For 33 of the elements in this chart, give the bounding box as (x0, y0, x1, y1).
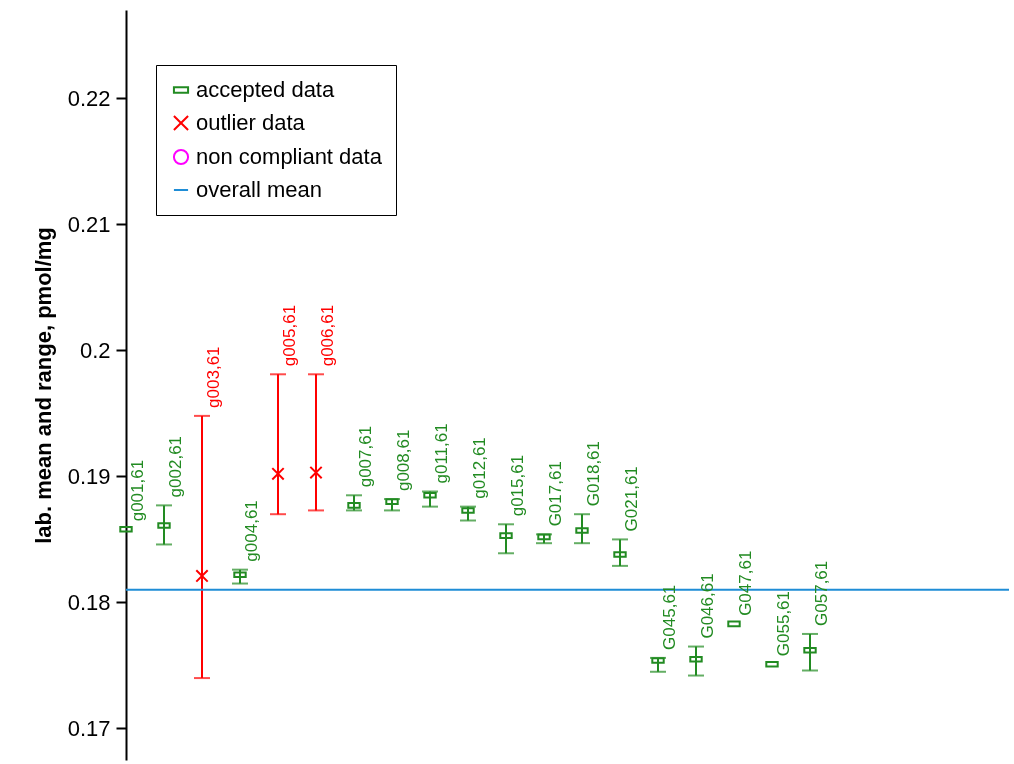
legend-label: non compliant data (196, 144, 383, 169)
point (271, 467, 285, 481)
y-tick-label: 0.21 (67, 211, 111, 237)
y-tick-label: 0.18 (67, 589, 111, 615)
x-tick-label: g006,61 (318, 304, 337, 367)
x-tick-label: G055,61 (774, 590, 793, 657)
legend-label: overall mean (196, 177, 322, 202)
x-tick-label: G045,61 (660, 584, 679, 650)
x-tick-label: g007,61 (356, 425, 375, 488)
x-tick-label: G017,61 (546, 461, 565, 527)
x-tick-label: G057,61 (812, 560, 831, 626)
x-tick-label: G047,61 (736, 550, 755, 616)
point (195, 569, 209, 583)
point (309, 465, 323, 480)
x-tick-label: G046,61 (698, 573, 717, 639)
x-tick-label: g011,61 (432, 423, 451, 484)
y-tick-label: 0.2 (79, 337, 111, 363)
y-tick-label: 0.19 (67, 463, 111, 489)
legend-label: outlier data (196, 110, 306, 135)
y-axis-title: lab. mean and range, pmol/mg (30, 227, 56, 544)
x-tick-label: g015,61 (508, 454, 527, 517)
x-tick-label: g004,61 (242, 500, 261, 562)
x-tick-label: g005,61 (280, 304, 299, 367)
x-tick-label: g001,61 (128, 459, 147, 522)
x-tick-label: g012,61 (470, 437, 489, 499)
x-tick-label: g003,61 (204, 346, 223, 408)
x-tick-label: G018,61 (584, 440, 603, 507)
y-tick-label: 0.22 (67, 85, 111, 111)
x-tick-label: G021,61 (622, 466, 641, 532)
x-tick-label: g008,61 (394, 429, 413, 492)
x-tick-label: g002,61 (166, 435, 185, 498)
y-tick-label: 0.17 (67, 715, 111, 741)
legend-label: accepted data (196, 77, 335, 102)
